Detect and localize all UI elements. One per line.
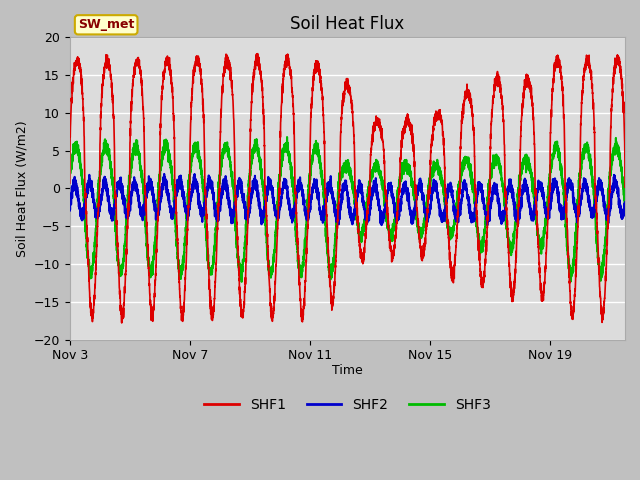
SHF2 [167, 207, 175, 213]
SHF1 [278, 91, 286, 97]
SHF1 [427, 142, 435, 147]
SHF1 [118, 320, 125, 325]
SHF2 [161, 171, 168, 177]
SHF2 [399, 187, 406, 193]
SHF2 [480, 202, 488, 207]
SHF3 [238, 279, 246, 285]
SHF1 [481, 268, 488, 274]
SHF3 [278, 153, 286, 158]
SHF2 [621, 199, 629, 205]
SHF2 [66, 204, 74, 210]
SHF3 [166, 160, 174, 166]
Text: SW_met: SW_met [78, 18, 134, 31]
SHF3 [66, 166, 74, 171]
Line: SHF3: SHF3 [70, 137, 625, 282]
SHF1 [621, 184, 629, 190]
Line: SHF1: SHF1 [70, 54, 625, 323]
SHF3 [481, 228, 488, 234]
Legend: SHF1, SHF2, SHF3: SHF1, SHF2, SHF3 [198, 392, 497, 418]
Line: SHF2: SHF2 [70, 174, 625, 225]
SHF1 [167, 67, 175, 72]
SHF3 [399, 167, 407, 172]
SHF2 [523, 187, 531, 192]
X-axis label: Time: Time [332, 364, 363, 377]
SHF1 [399, 126, 407, 132]
SHF2 [483, 222, 491, 228]
Title: Soil Heat Flux: Soil Heat Flux [290, 15, 404, 33]
SHF3 [427, 174, 435, 180]
Y-axis label: Soil Heat Flux (W/m2): Soil Heat Flux (W/m2) [15, 120, 28, 257]
SHF3 [284, 134, 291, 140]
SHF3 [523, 152, 531, 157]
SHF1 [523, 80, 531, 86]
SHF2 [427, 199, 435, 204]
SHF1 [254, 51, 262, 57]
SHF2 [278, 188, 286, 194]
SHF1 [66, 180, 74, 186]
SHF3 [621, 212, 629, 217]
